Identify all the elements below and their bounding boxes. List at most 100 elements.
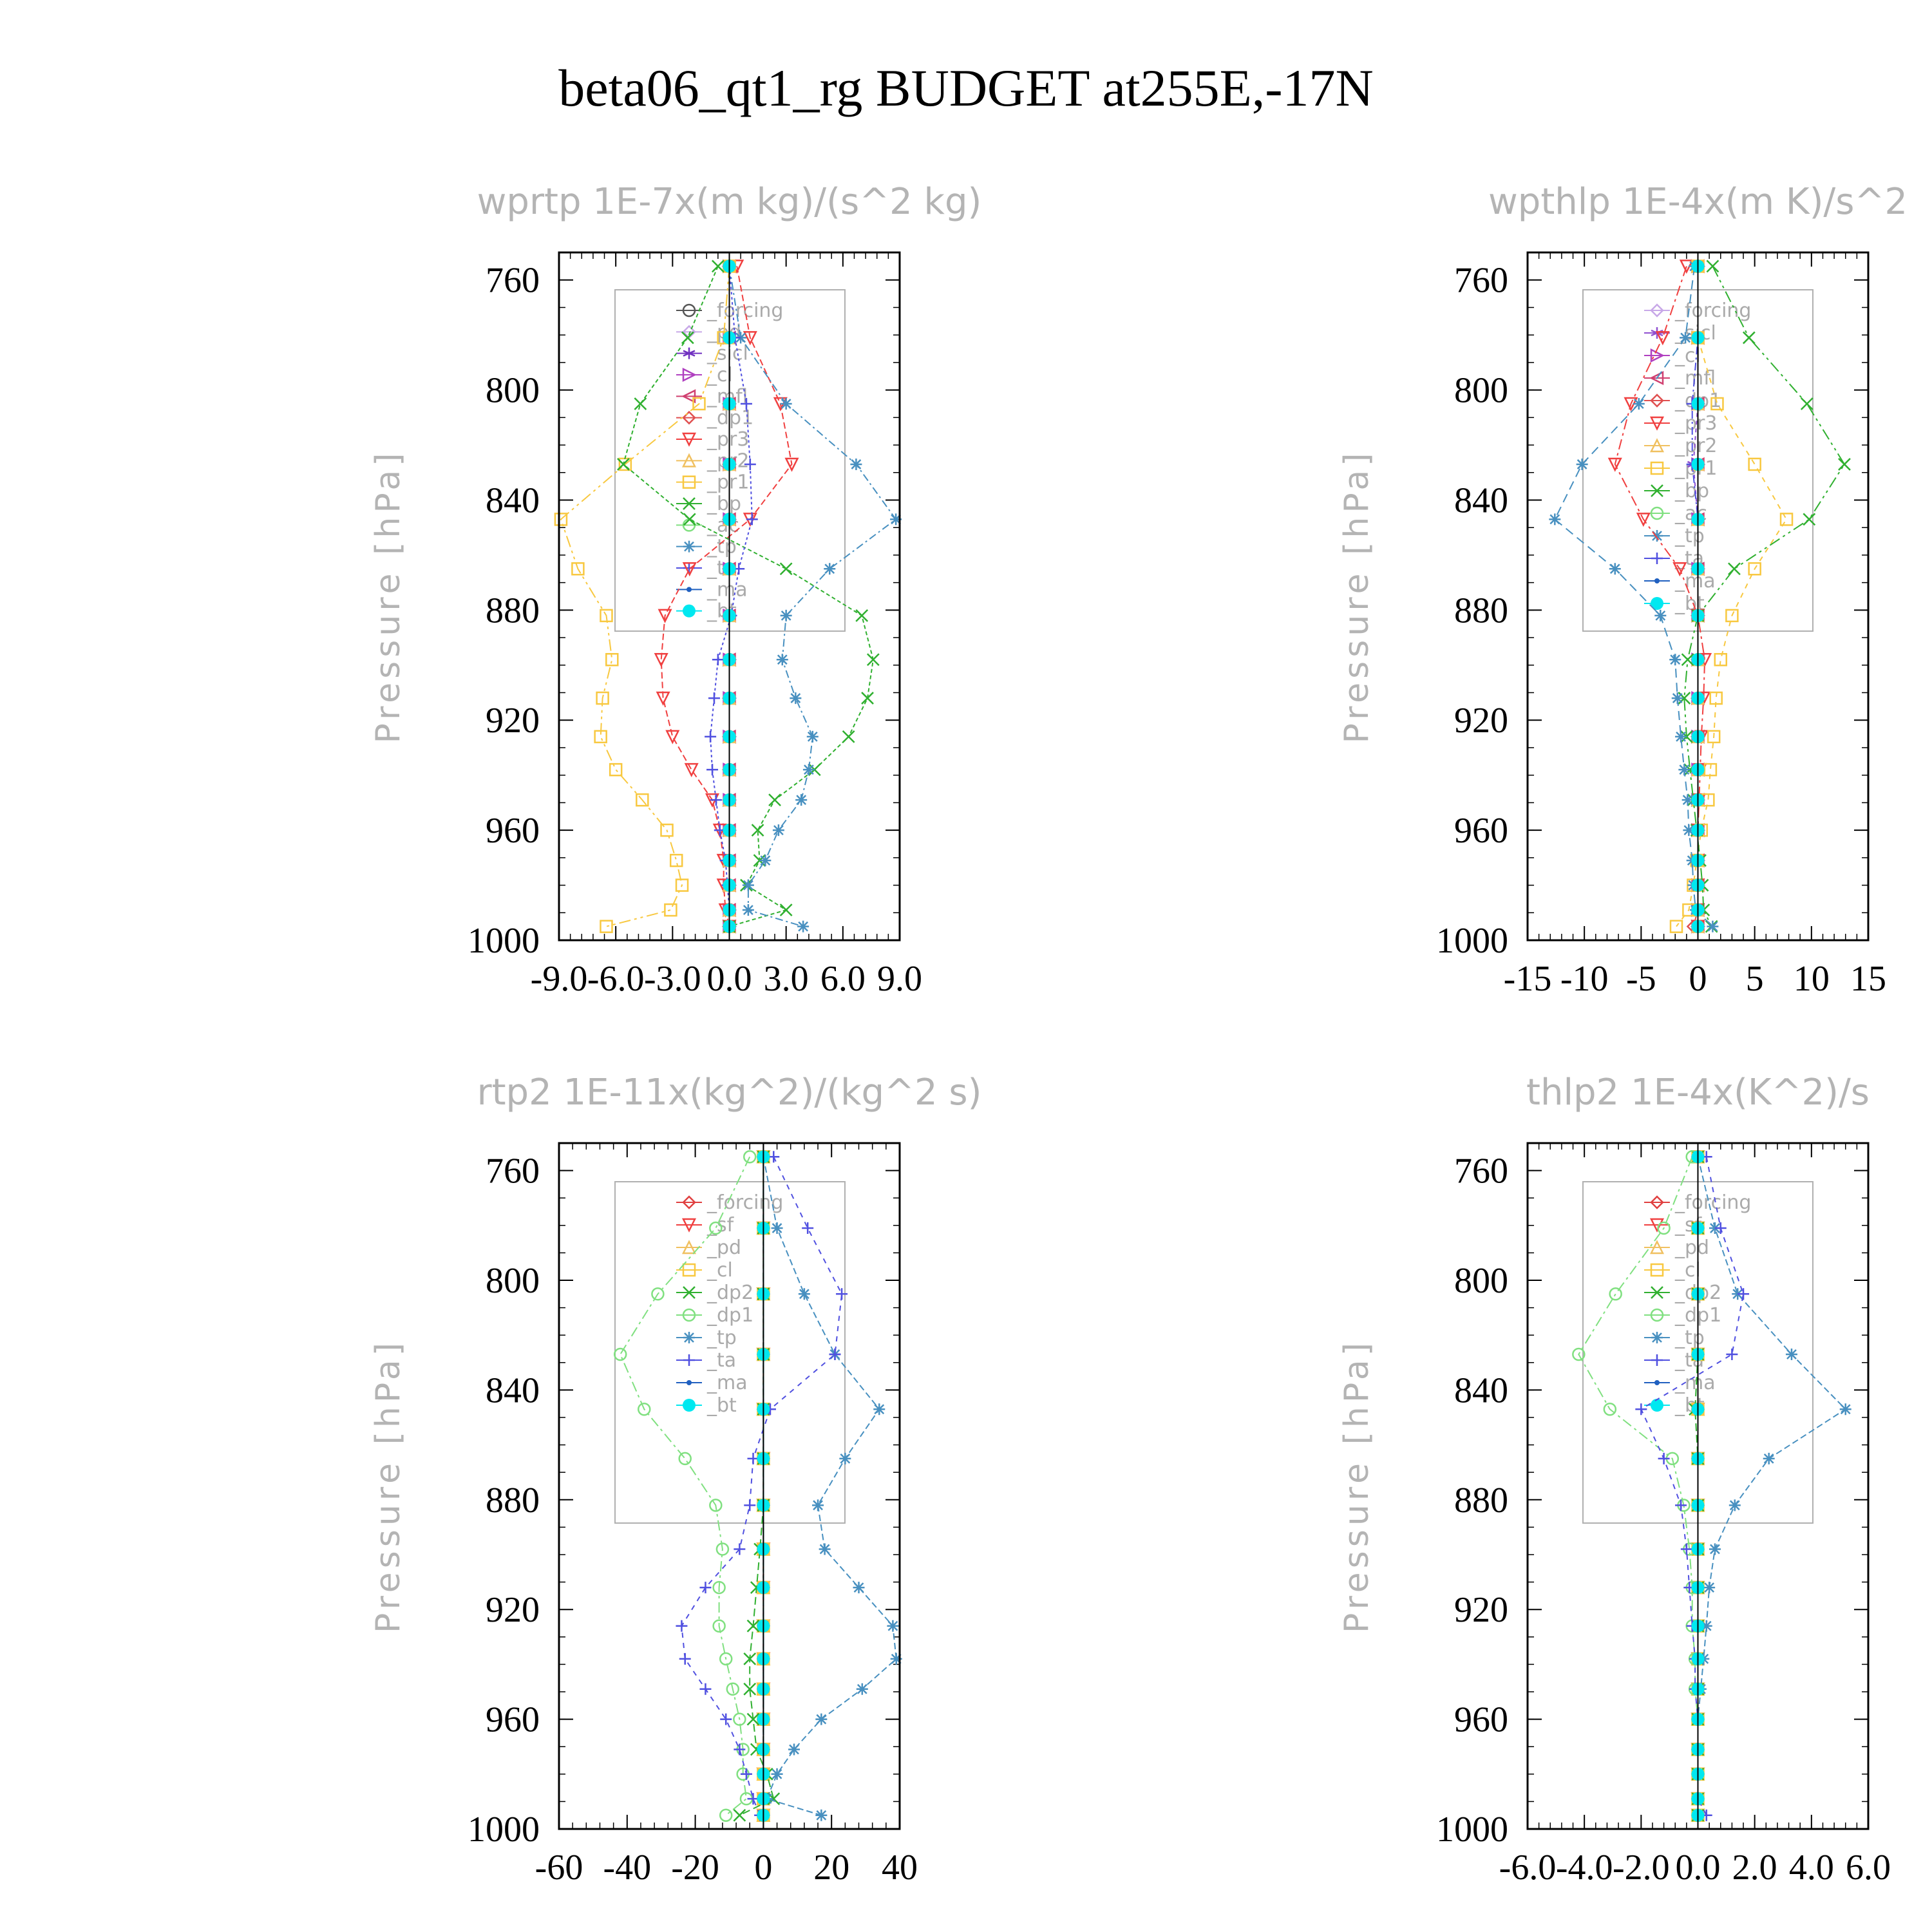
data-point bbox=[638, 1402, 651, 1416]
data-point bbox=[613, 1347, 627, 1361]
y-axis-label: Pressure [hPa] bbox=[1338, 450, 1376, 744]
data-point bbox=[1779, 513, 1794, 526]
legend-marker bbox=[683, 1332, 695, 1343]
y-tick-label: 920 bbox=[486, 1590, 540, 1630]
data-point bbox=[1707, 730, 1721, 744]
data-point bbox=[850, 458, 862, 470]
data-point bbox=[651, 1287, 665, 1301]
x-tick-label: 2.0 bbox=[1732, 1848, 1777, 1888]
legend-label: _dp2 bbox=[706, 1282, 753, 1304]
data-point bbox=[1672, 562, 1687, 577]
data-point bbox=[1707, 920, 1719, 933]
x-tick-label: -3.0 bbox=[644, 959, 701, 999]
legend-marker bbox=[1651, 597, 1663, 610]
series-line bbox=[620, 1156, 751, 1816]
x-tick-label: -6.0 bbox=[1499, 1848, 1557, 1888]
legend: _forcing_sf_pd_cl_dp2_dp1_tp_ta_ma_bt bbox=[614, 1181, 846, 1524]
x-tick-label: 6.0 bbox=[820, 959, 866, 999]
data-point bbox=[1703, 762, 1718, 777]
x-tick-label: 15 bbox=[1850, 959, 1886, 999]
data-point bbox=[802, 764, 815, 776]
x-tick-label: 20 bbox=[813, 1848, 849, 1888]
data-point bbox=[1728, 1499, 1741, 1511]
legend-marker bbox=[683, 540, 695, 553]
legend-marker bbox=[687, 587, 692, 592]
x-tick-label: -60 bbox=[535, 1848, 583, 1888]
data-point bbox=[1675, 1499, 1687, 1511]
legend-marker bbox=[1650, 1308, 1664, 1322]
panel-title: rtp2 1E-11x(kg^2)/(kg^2 s) bbox=[477, 1072, 982, 1113]
legend-marker bbox=[683, 497, 696, 510]
data-point bbox=[1681, 653, 1694, 667]
data-point bbox=[636, 793, 649, 807]
data-point bbox=[842, 730, 855, 743]
data-point bbox=[600, 920, 613, 933]
y-tick-label: 960 bbox=[486, 811, 540, 851]
legend-marker bbox=[1650, 506, 1664, 520]
legend: _forcing_sf_pd_cl_dp2_dp1_tp_ta_ma_bt bbox=[1582, 1181, 1814, 1524]
data-point bbox=[890, 1653, 902, 1665]
legend-marker bbox=[1649, 438, 1665, 453]
legend-label: _bp bbox=[706, 493, 741, 515]
x-tick-label: -15 bbox=[1504, 959, 1552, 999]
series-line bbox=[710, 266, 753, 927]
data-point bbox=[1728, 562, 1741, 576]
data-point bbox=[705, 730, 717, 743]
legend-marker bbox=[1651, 1286, 1663, 1299]
y-tick-label: 760 bbox=[1454, 1151, 1508, 1191]
y-tick-label: 920 bbox=[1454, 1590, 1508, 1630]
data-point bbox=[784, 457, 799, 472]
data-point bbox=[1725, 609, 1739, 623]
legend-marker bbox=[682, 367, 697, 383]
data-point bbox=[571, 562, 585, 576]
plot-frame bbox=[558, 251, 901, 942]
legend-marker bbox=[682, 325, 696, 339]
data-point bbox=[609, 762, 623, 777]
legend-label: _sicl bbox=[706, 343, 748, 365]
data-point bbox=[600, 609, 613, 623]
data-point bbox=[681, 331, 694, 345]
data-point bbox=[684, 762, 699, 777]
data-point bbox=[779, 904, 793, 916]
data-point bbox=[679, 1653, 691, 1665]
data-point bbox=[1603, 1402, 1617, 1416]
legend-marker bbox=[681, 1218, 697, 1233]
data-point bbox=[836, 1288, 848, 1300]
data-point bbox=[866, 653, 880, 667]
y-tick-label: 800 bbox=[1454, 1261, 1508, 1301]
data-point bbox=[1803, 513, 1816, 526]
legend-marker bbox=[683, 1286, 696, 1299]
data-point bbox=[660, 823, 674, 837]
data-point bbox=[740, 1768, 752, 1780]
data-point bbox=[699, 1582, 712, 1594]
data-point bbox=[855, 609, 869, 622]
y-tick-label: 920 bbox=[486, 701, 540, 741]
legend-label: _forcing bbox=[1674, 1191, 1751, 1214]
data-point bbox=[656, 691, 670, 706]
legend-label: _cl bbox=[706, 364, 733, 386]
data-point bbox=[726, 1682, 740, 1696]
data-point bbox=[806, 730, 819, 743]
data-point bbox=[1633, 397, 1645, 410]
series-tp bbox=[757, 1151, 902, 1821]
y-tick-label: 880 bbox=[1454, 591, 1508, 630]
y-tick-label: 1000 bbox=[468, 921, 540, 961]
legend-label: _ma bbox=[706, 1372, 748, 1394]
series-bp bbox=[617, 260, 880, 933]
data-point bbox=[839, 1452, 851, 1464]
data-point bbox=[887, 1620, 899, 1632]
data-point bbox=[665, 730, 680, 744]
data-point bbox=[710, 794, 722, 806]
legend-marker bbox=[1649, 416, 1665, 431]
y-tick-label: 1000 bbox=[1436, 1810, 1508, 1850]
data-point bbox=[1572, 1347, 1586, 1361]
data-point bbox=[744, 1499, 756, 1511]
y-tick-label: 800 bbox=[486, 371, 540, 411]
data-point bbox=[1709, 1543, 1721, 1555]
y-tick-label: 960 bbox=[1454, 811, 1508, 851]
data-point bbox=[790, 692, 802, 705]
data-point bbox=[746, 513, 758, 526]
data-point bbox=[746, 1619, 760, 1633]
data-point bbox=[1669, 654, 1681, 666]
series-ta bbox=[676, 1151, 848, 1821]
